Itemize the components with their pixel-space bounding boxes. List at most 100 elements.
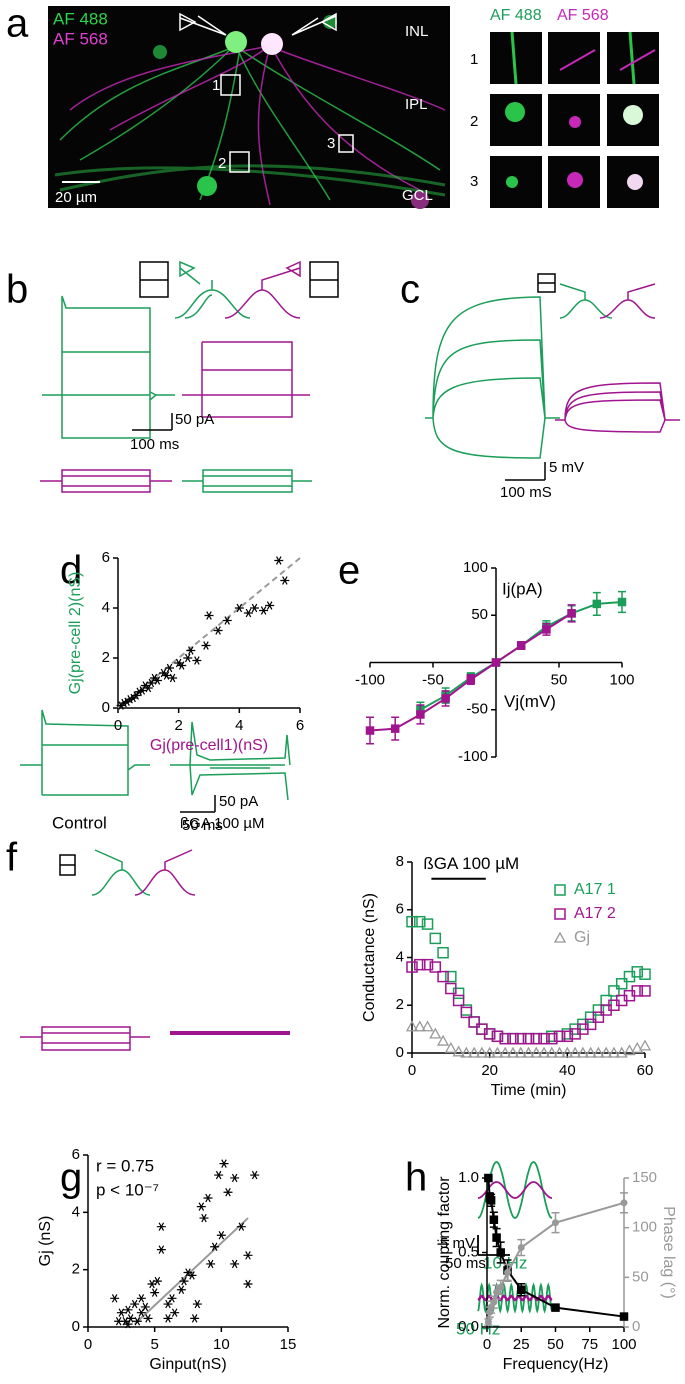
x-tick-label: 20 bbox=[481, 1062, 498, 1079]
point bbox=[201, 641, 211, 650]
annotation-text: ßGA 100 µM bbox=[423, 854, 519, 873]
point bbox=[390, 724, 400, 733]
condition-label: Control bbox=[52, 813, 107, 832]
point bbox=[110, 1294, 120, 1303]
point bbox=[183, 653, 193, 663]
point bbox=[567, 609, 576, 618]
point bbox=[486, 1196, 496, 1205]
point bbox=[553, 1030, 566, 1043]
point bbox=[517, 1244, 525, 1252]
fit-line bbox=[133, 1217, 249, 1325]
point bbox=[365, 726, 375, 735]
point bbox=[592, 1046, 605, 1058]
scale-bar-label: 5 mV bbox=[549, 459, 584, 476]
point bbox=[466, 675, 476, 684]
series-line bbox=[487, 1177, 625, 1318]
point bbox=[584, 1011, 597, 1023]
panel-label: e bbox=[338, 549, 360, 593]
x-tick-label: 6 bbox=[296, 717, 304, 734]
point bbox=[204, 611, 214, 620]
layer-label: GCL bbox=[402, 187, 433, 204]
legend-marker bbox=[553, 931, 567, 943]
row-label: 3 bbox=[470, 173, 478, 190]
point bbox=[116, 1308, 126, 1317]
legend-marker bbox=[554, 884, 566, 896]
micrograph bbox=[179, 15, 337, 36]
panel-label: d bbox=[60, 549, 82, 593]
point bbox=[460, 1004, 473, 1016]
panel-label: a bbox=[6, 2, 29, 46]
x-tick-label: 50 bbox=[547, 1336, 564, 1353]
roi-label: 2 bbox=[218, 155, 226, 172]
roi-label: 3 bbox=[327, 135, 335, 152]
micrograph bbox=[220, 74, 241, 96]
current-traces bbox=[139, 261, 339, 298]
y-tick-label: 6 bbox=[102, 549, 110, 566]
point bbox=[162, 671, 172, 680]
x-tick-label: 0 bbox=[408, 1062, 416, 1079]
y2-axis-label: Phase lag (°) bbox=[660, 1206, 677, 1299]
voltage-traces bbox=[599, 283, 656, 319]
point bbox=[192, 1299, 202, 1309]
point bbox=[243, 1251, 253, 1260]
point bbox=[156, 1222, 166, 1231]
point bbox=[507, 1032, 519, 1045]
point bbox=[152, 676, 162, 685]
point bbox=[483, 1046, 496, 1058]
micrograph bbox=[323, 15, 337, 29]
voltage-traces bbox=[425, 273, 680, 481]
point bbox=[429, 1027, 442, 1039]
point bbox=[126, 1314, 136, 1323]
x-tick-label: 75 bbox=[581, 1336, 598, 1353]
point bbox=[405, 1020, 419, 1032]
micrograph bbox=[411, 191, 429, 209]
zoom-panels bbox=[506, 176, 518, 188]
y-tick-label: 0.0 bbox=[458, 1318, 479, 1335]
x-tick-label: 25 bbox=[513, 1336, 530, 1353]
channel-label: AF 488 bbox=[490, 7, 542, 24]
y2-tick-label: 50 bbox=[632, 1268, 649, 1285]
x-tick-label: 10 bbox=[213, 1336, 230, 1353]
point bbox=[234, 603, 244, 613]
point bbox=[414, 958, 426, 971]
x-tick-label: 4 bbox=[235, 717, 243, 734]
point bbox=[551, 1303, 560, 1312]
point bbox=[584, 1018, 597, 1031]
scale-bar-label: 50 ms bbox=[182, 817, 223, 834]
point bbox=[170, 1308, 180, 1317]
point bbox=[475, 1046, 489, 1058]
point bbox=[214, 1170, 224, 1180]
point bbox=[638, 1039, 652, 1051]
point bbox=[152, 1276, 162, 1286]
zoom-panels bbox=[490, 31, 659, 208]
point bbox=[619, 1312, 629, 1321]
y-tick-label: 0 bbox=[396, 1044, 404, 1061]
panel-label: c bbox=[400, 268, 420, 312]
point bbox=[584, 1046, 597, 1058]
point bbox=[496, 1248, 505, 1257]
scale-bar-label: 100 mS bbox=[500, 484, 552, 501]
point bbox=[452, 994, 465, 1007]
y-tick-label: 4 bbox=[72, 1203, 80, 1220]
y-tick-label: 50 bbox=[471, 606, 488, 623]
point bbox=[444, 1041, 457, 1053]
micrograph bbox=[338, 134, 354, 153]
point bbox=[165, 663, 175, 673]
point bbox=[631, 966, 643, 978]
point bbox=[568, 1046, 582, 1058]
scale-bar-label: 20 µm bbox=[55, 189, 97, 206]
current-traces bbox=[40, 260, 339, 493]
layer-label: INL bbox=[405, 23, 428, 40]
point bbox=[437, 946, 449, 959]
y-tick-label: 6 bbox=[396, 901, 404, 918]
zoom-panels bbox=[548, 32, 600, 84]
point bbox=[416, 710, 425, 719]
channel-label: AF 568 bbox=[557, 7, 609, 24]
sine-traces bbox=[477, 1294, 553, 1302]
sine-traces bbox=[478, 1181, 552, 1199]
current-traces bbox=[20, 1026, 150, 1051]
point bbox=[123, 1305, 133, 1315]
point bbox=[576, 1046, 589, 1058]
point bbox=[429, 932, 442, 945]
y-axis-label: Norm. coupling factor bbox=[436, 1176, 453, 1329]
